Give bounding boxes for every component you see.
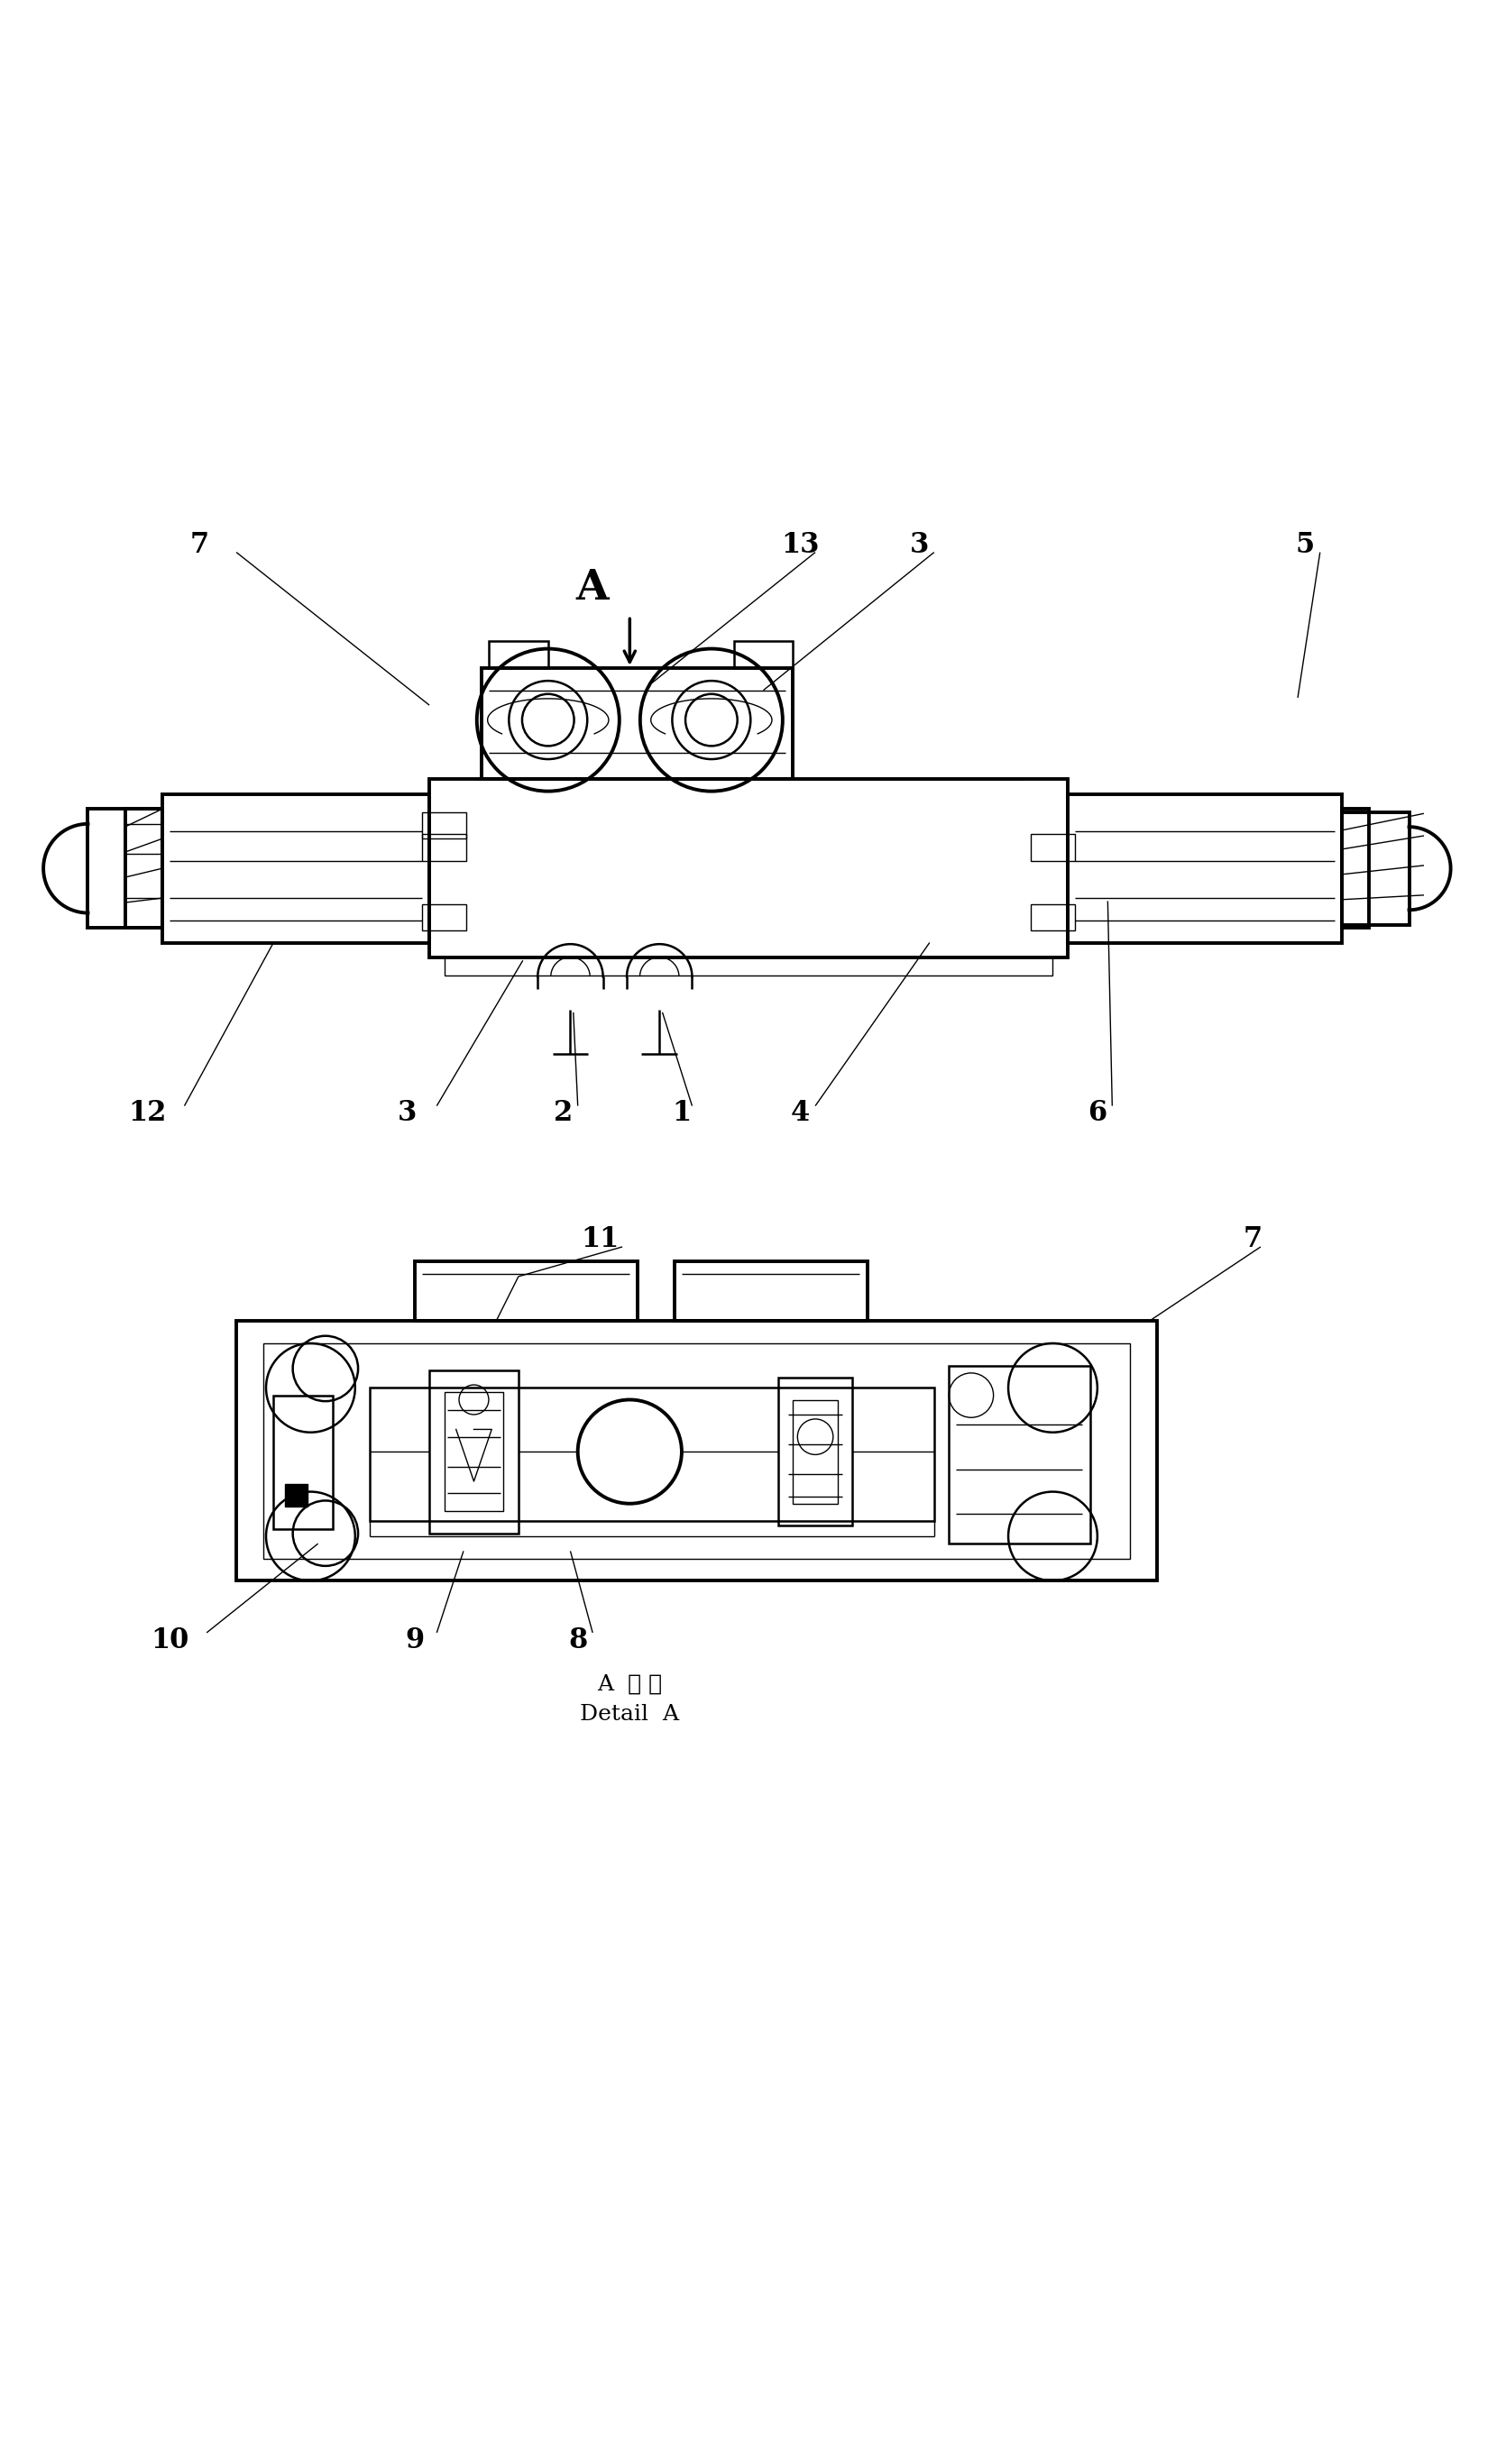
Text: 2: 2 [554, 1099, 572, 1126]
Text: 4: 4 [790, 1099, 810, 1126]
Text: 11: 11 [581, 1225, 620, 1254]
Text: 3: 3 [910, 530, 928, 559]
Bar [778, 1377, 852, 1525]
Bar [1067, 793, 1343, 944]
Bar [430, 1370, 518, 1533]
Bar [1030, 904, 1075, 931]
Bar [415, 1262, 638, 1321]
Bar [422, 904, 467, 931]
Text: Detail  A: Detail A [579, 1705, 680, 1725]
Text: 6: 6 [1088, 1099, 1106, 1126]
Text: 10: 10 [151, 1626, 189, 1653]
Text: 7: 7 [190, 530, 208, 559]
Text: A  詳 細: A 詳 細 [597, 1673, 662, 1695]
Bar [1030, 835, 1075, 860]
Bar [422, 813, 467, 838]
Text: 8: 8 [569, 1626, 587, 1653]
Bar [274, 1395, 332, 1528]
Bar [263, 1343, 1130, 1560]
Bar [162, 793, 430, 944]
Bar [1343, 808, 1370, 929]
Bar [445, 1392, 503, 1510]
Text: 3: 3 [397, 1099, 416, 1126]
Bar [430, 779, 1067, 958]
Bar [126, 808, 162, 929]
Text: 12: 12 [129, 1099, 166, 1126]
Bar [88, 808, 162, 929]
Text: 13: 13 [781, 530, 820, 559]
Bar [237, 1321, 1157, 1582]
Text: 9: 9 [406, 1626, 424, 1653]
Bar [422, 835, 467, 860]
Bar [286, 1483, 307, 1506]
Bar [949, 1365, 1090, 1542]
Text: 1: 1 [672, 1099, 692, 1126]
Bar [445, 958, 1052, 976]
Bar [1343, 813, 1409, 924]
Bar [482, 668, 793, 779]
Bar [734, 641, 793, 668]
Text: 5: 5 [1295, 530, 1314, 559]
Bar [674, 1262, 867, 1321]
Text: 7: 7 [1244, 1225, 1263, 1254]
Bar [488, 641, 548, 668]
Bar [370, 1387, 934, 1520]
Bar [793, 1400, 837, 1503]
Text: A: A [576, 567, 609, 609]
